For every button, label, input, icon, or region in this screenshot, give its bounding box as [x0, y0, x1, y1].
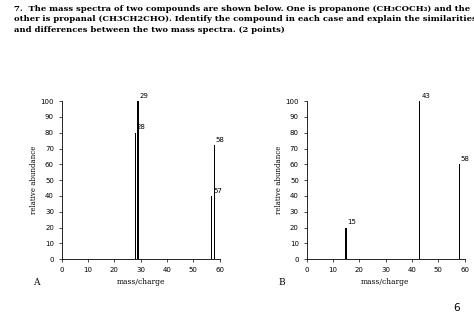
- Bar: [419, 101, 420, 259]
- Text: B: B: [278, 278, 285, 287]
- Y-axis label: relative abundance: relative abundance: [274, 146, 283, 214]
- Text: 58: 58: [216, 137, 225, 143]
- Text: 43: 43: [421, 93, 430, 99]
- Text: 28: 28: [137, 125, 146, 130]
- X-axis label: mass/charge: mass/charge: [361, 278, 410, 286]
- Text: 7.  The mass spectra of two compounds are shown below. One is propanone (CH₃COCH: 7. The mass spectra of two compounds are…: [14, 5, 474, 33]
- Text: A: A: [33, 278, 40, 287]
- Text: 57: 57: [213, 188, 222, 193]
- Y-axis label: relative abundance: relative abundance: [30, 146, 38, 214]
- Bar: [459, 164, 460, 259]
- Text: 29: 29: [139, 93, 148, 99]
- Text: 58: 58: [461, 156, 470, 162]
- Bar: [135, 133, 136, 259]
- X-axis label: mass/charge: mass/charge: [117, 278, 165, 286]
- Bar: [137, 101, 138, 259]
- Text: 15: 15: [347, 219, 356, 225]
- Bar: [211, 196, 212, 259]
- Bar: [214, 145, 215, 259]
- Text: 6: 6: [453, 303, 460, 313]
